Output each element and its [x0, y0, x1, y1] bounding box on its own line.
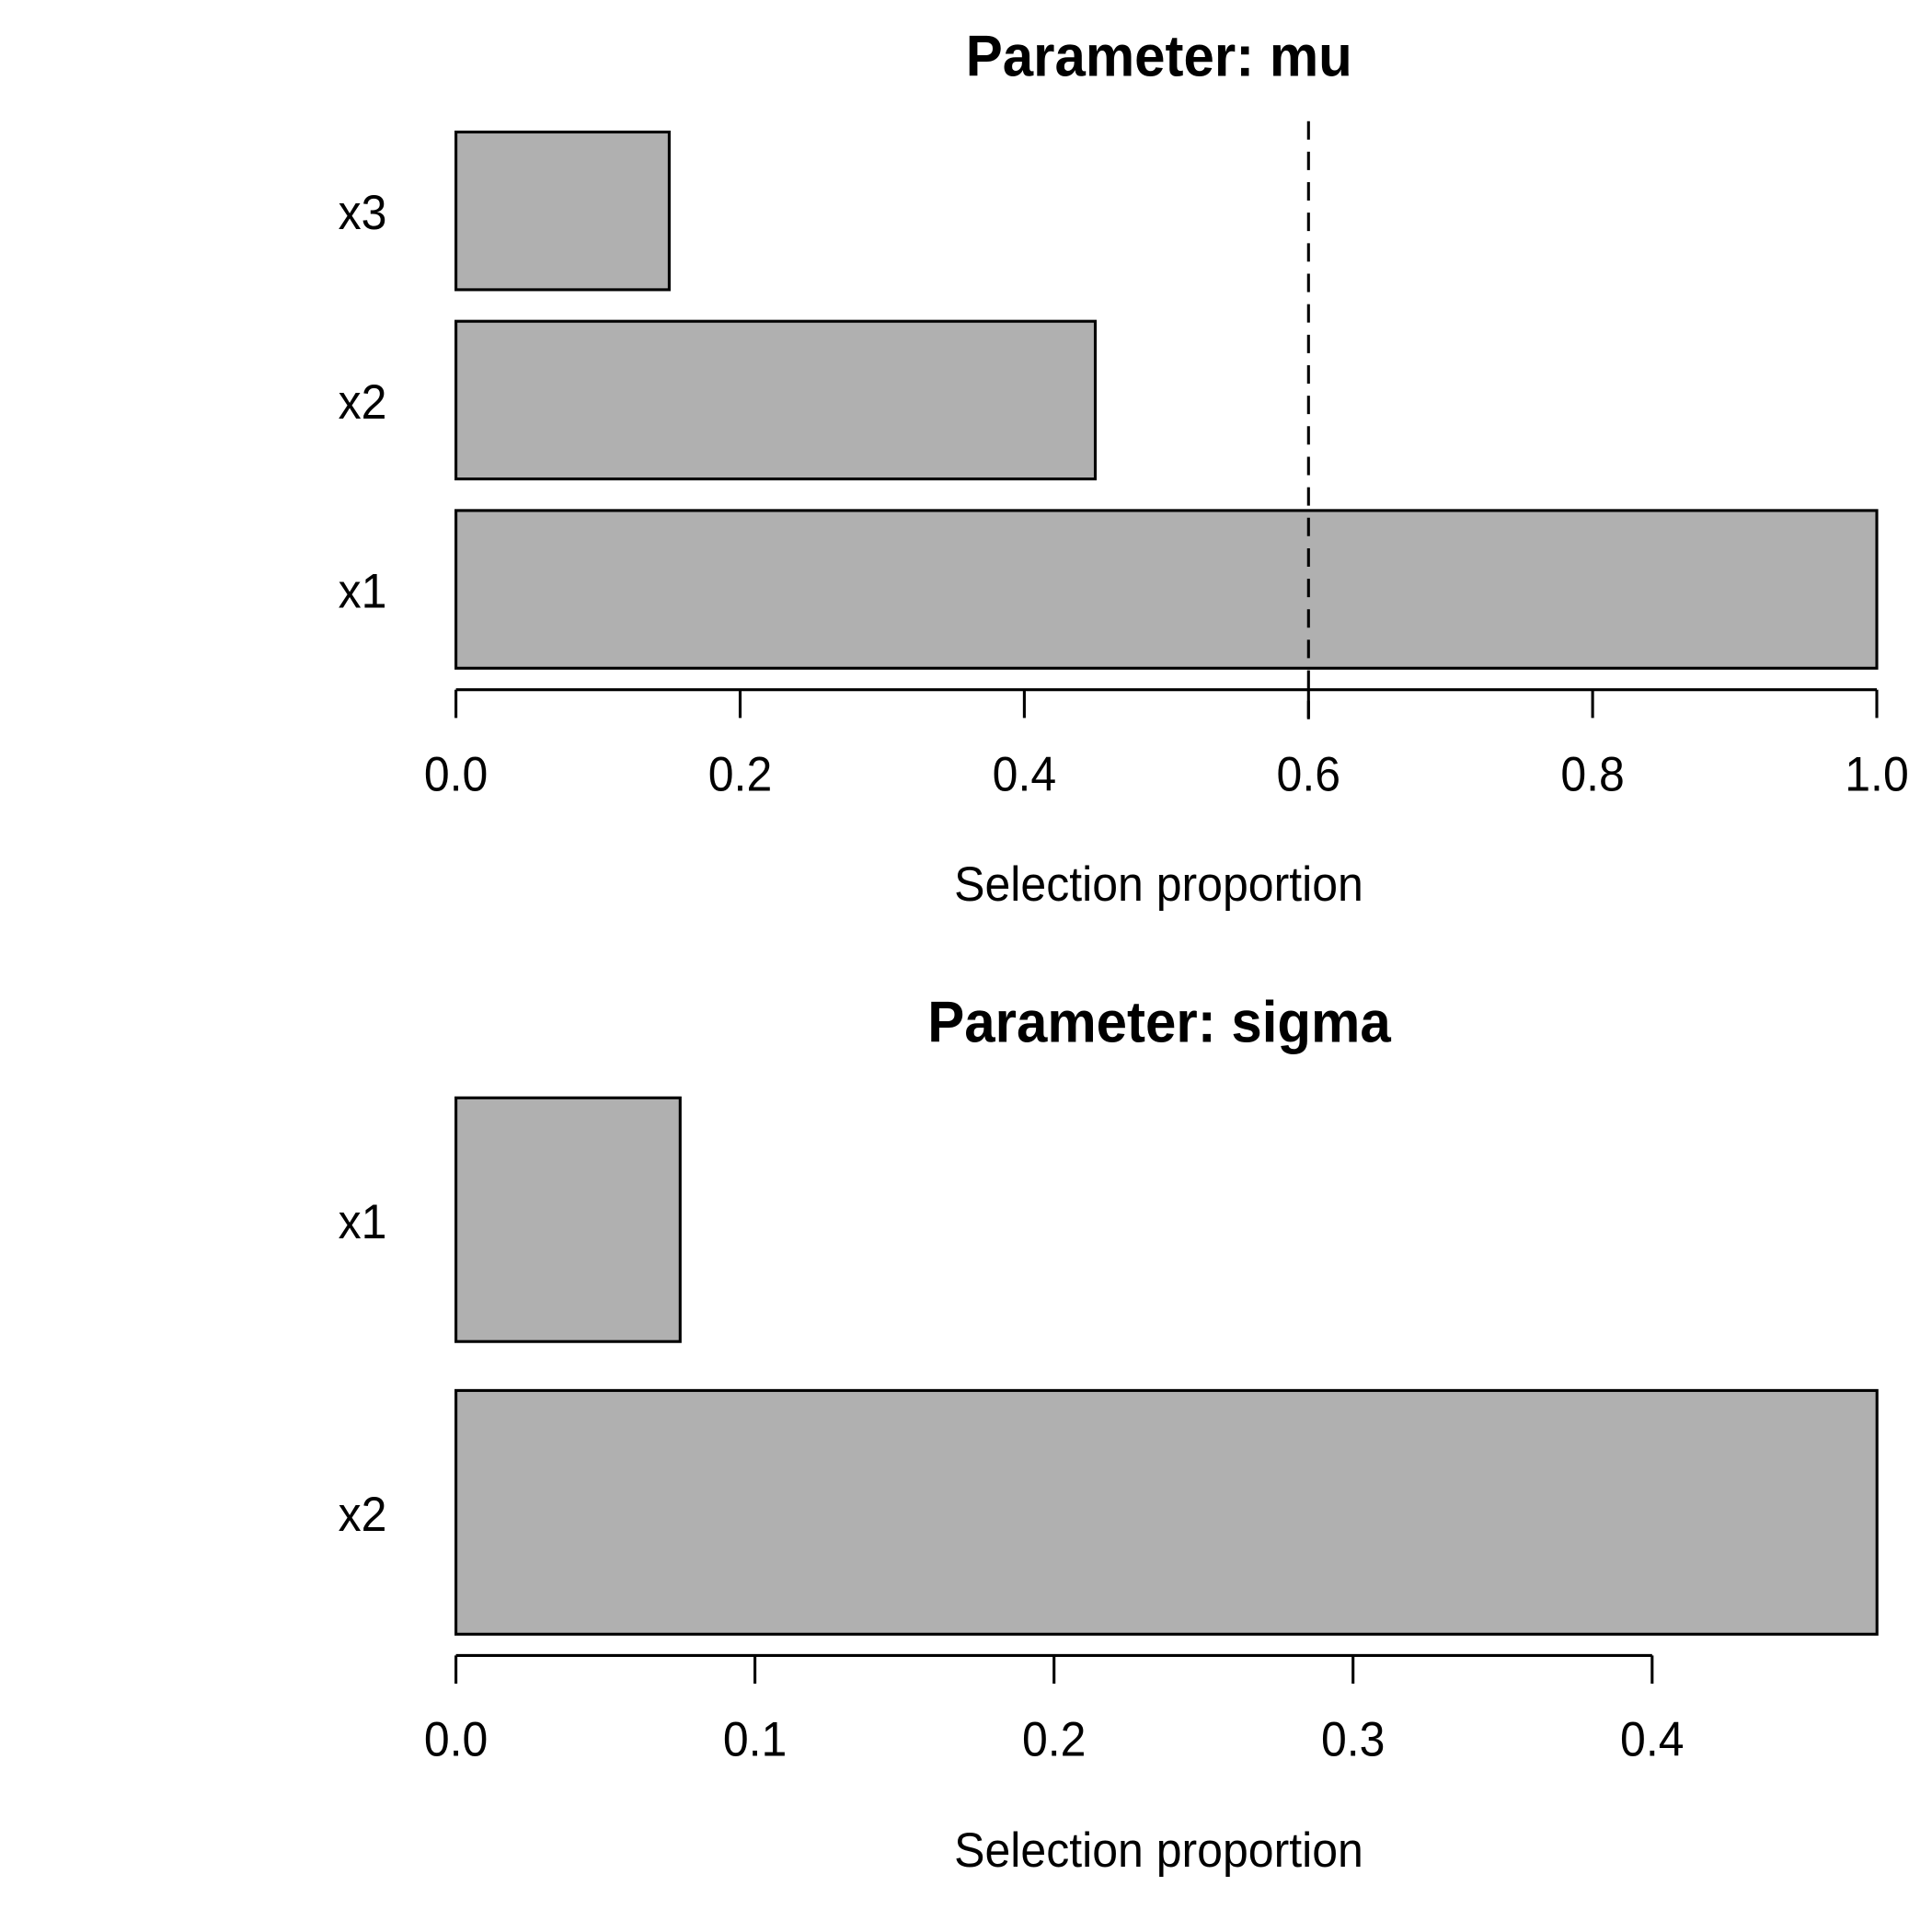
svg-text:0.4: 0.4 — [1620, 1713, 1685, 1767]
svg-text:0.6: 0.6 — [1277, 748, 1341, 802]
svg-text:0.0: 0.0 — [424, 1713, 489, 1767]
svg-text:x1: x1 — [339, 565, 387, 619]
svg-text:0.3: 0.3 — [1321, 1713, 1386, 1767]
svg-text:0.0: 0.0 — [424, 748, 489, 802]
svg-text:0.2: 0.2 — [1022, 1713, 1087, 1767]
svg-text:0.1: 0.1 — [723, 1713, 788, 1767]
svg-text:Selection proportion: Selection proportion — [954, 857, 1363, 912]
svg-text:Selection proportion: Selection proportion — [954, 1823, 1363, 1878]
svg-text:1.0: 1.0 — [1845, 748, 1909, 802]
svg-text:x2: x2 — [339, 1488, 387, 1542]
svg-text:x2: x2 — [339, 375, 387, 430]
svg-text:Parameter: mu: Parameter: mu — [966, 24, 1352, 88]
svg-text:0.2: 0.2 — [708, 748, 773, 802]
svg-text:Parameter: sigma: Parameter: sigma — [927, 990, 1391, 1054]
svg-text:x1: x1 — [339, 1195, 387, 1249]
svg-text:x3: x3 — [339, 186, 387, 240]
svg-text:0.4: 0.4 — [993, 748, 1057, 802]
svg-text:0.8: 0.8 — [1560, 748, 1625, 802]
